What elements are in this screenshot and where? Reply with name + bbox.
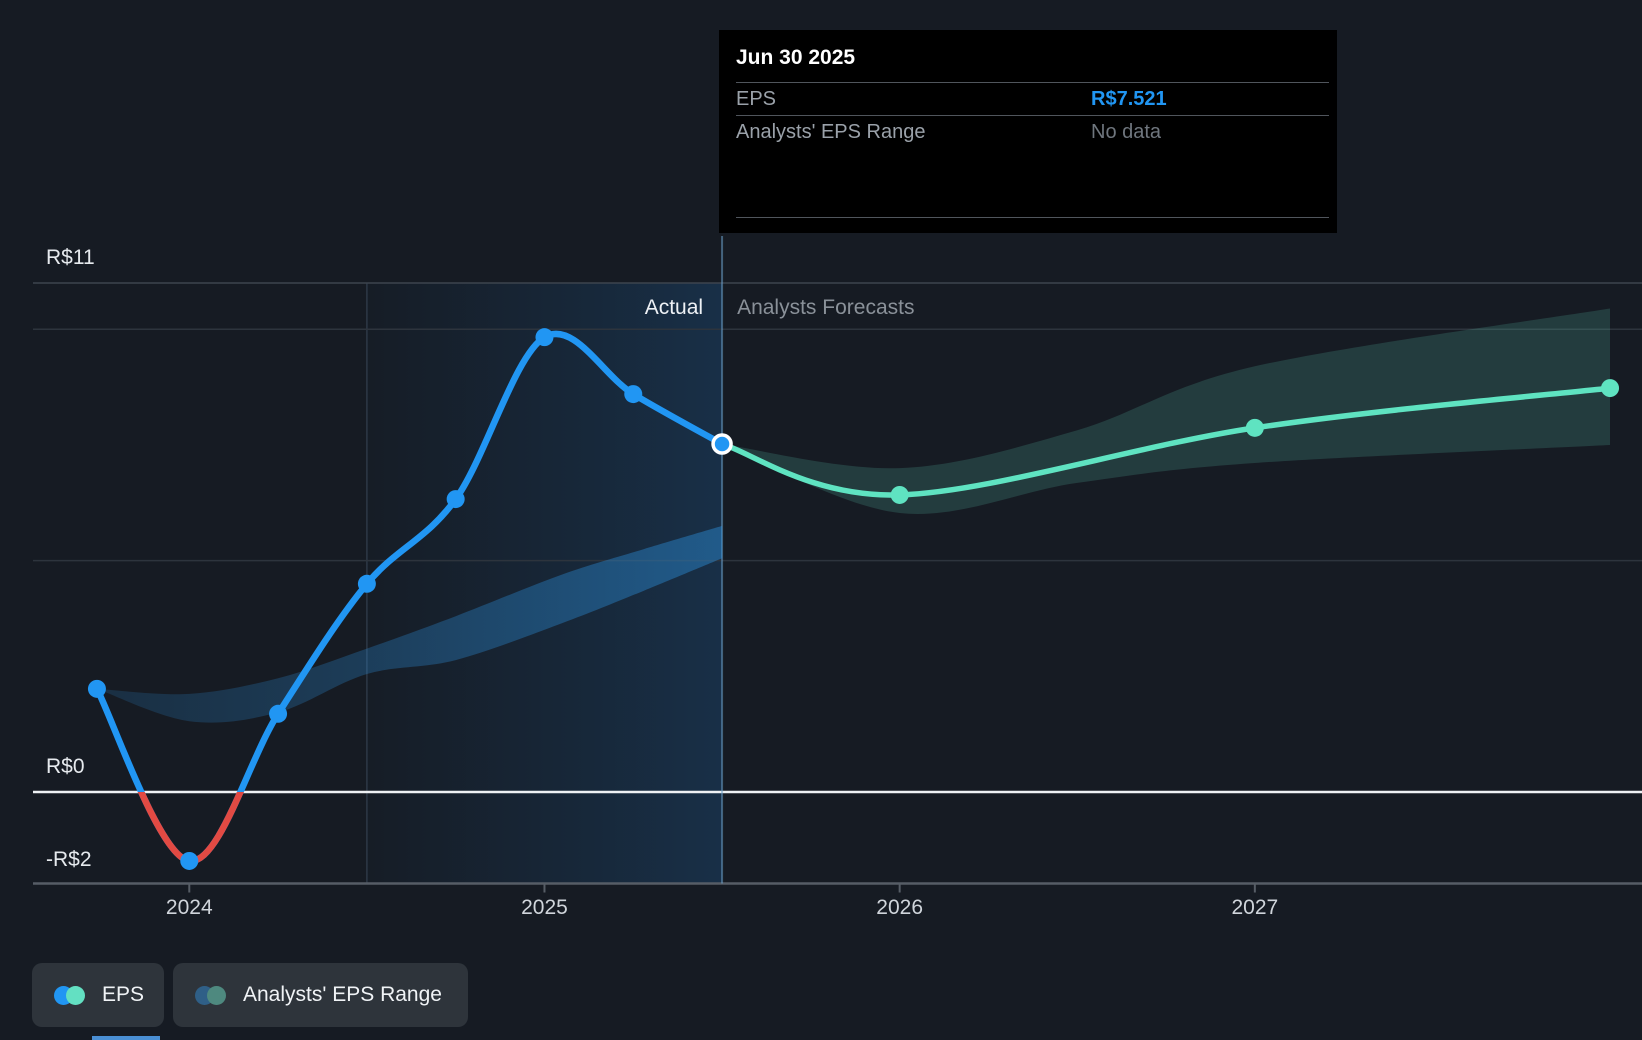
tooltip-row-eps: EPS R$7.521 bbox=[719, 83, 1337, 115]
actual-data-point[interactable] bbox=[269, 704, 288, 723]
legend-item-analysts-eps-range[interactable]: Analysts' EPS Range bbox=[173, 963, 468, 1027]
legend-eps-label: EPS bbox=[102, 983, 145, 1006]
tooltip-eps-value: R$7.521 bbox=[1091, 87, 1167, 110]
actual-data-point[interactable] bbox=[624, 385, 643, 404]
forecast-zone-label: Analysts Forecasts bbox=[737, 296, 915, 319]
timeline-scrollbar-thumb[interactable] bbox=[92, 1036, 160, 1040]
forecast-data-point[interactable] bbox=[1601, 379, 1620, 398]
range-series-icon bbox=[195, 985, 226, 1005]
eps-forecast-range-band bbox=[722, 308, 1610, 514]
x-axis-label: 2025 bbox=[521, 896, 568, 919]
range-forecast-dot-icon bbox=[207, 985, 226, 1005]
x-axis-label: 2024 bbox=[165, 896, 213, 919]
y-axis-label: R$0 bbox=[46, 755, 85, 778]
actual-data-point[interactable] bbox=[180, 851, 199, 870]
eps-actual-range-band bbox=[96, 525, 723, 723]
actual-zone-label: Actual bbox=[644, 296, 704, 319]
forecast-data-point[interactable] bbox=[1245, 418, 1264, 437]
legend-range-label: Analysts' EPS Range bbox=[243, 983, 442, 1006]
selected-data-point[interactable] bbox=[711, 433, 733, 455]
hover-tooltip: Jun 30 2025 EPS R$7.521 Analysts' EPS Ra… bbox=[719, 30, 1337, 233]
tooltip-row-range: Analysts' EPS Range No data bbox=[719, 116, 1337, 148]
eps-forecast-dot-icon bbox=[66, 985, 85, 1005]
tooltip-range-value: No data bbox=[1091, 120, 1162, 143]
actual-data-point[interactable] bbox=[446, 490, 465, 509]
forecast-data-point[interactable] bbox=[890, 485, 909, 504]
legend-item-eps[interactable]: EPS bbox=[32, 963, 164, 1027]
x-axis-label: 2027 bbox=[1231, 896, 1279, 919]
actual-data-point[interactable] bbox=[535, 328, 554, 347]
tooltip-footer-separator bbox=[736, 217, 1329, 218]
y-axis-label: -R$2 bbox=[46, 847, 92, 871]
x-axis-label: 2026 bbox=[876, 896, 924, 919]
tooltip-separator bbox=[736, 115, 1329, 116]
tooltip-date: Jun 30 2025 bbox=[736, 46, 856, 69]
eps-series-icon bbox=[54, 985, 85, 1005]
y-axis-label: R$11 bbox=[46, 246, 95, 270]
tooltip-eps-label: EPS bbox=[736, 87, 777, 110]
actual-data-point[interactable] bbox=[87, 679, 106, 698]
actual-data-point[interactable] bbox=[357, 574, 376, 593]
eps-forecast-line bbox=[719, 385, 1613, 498]
tooltip-range-label: Analysts' EPS Range bbox=[736, 120, 926, 143]
tooltip-separator bbox=[736, 82, 1329, 83]
